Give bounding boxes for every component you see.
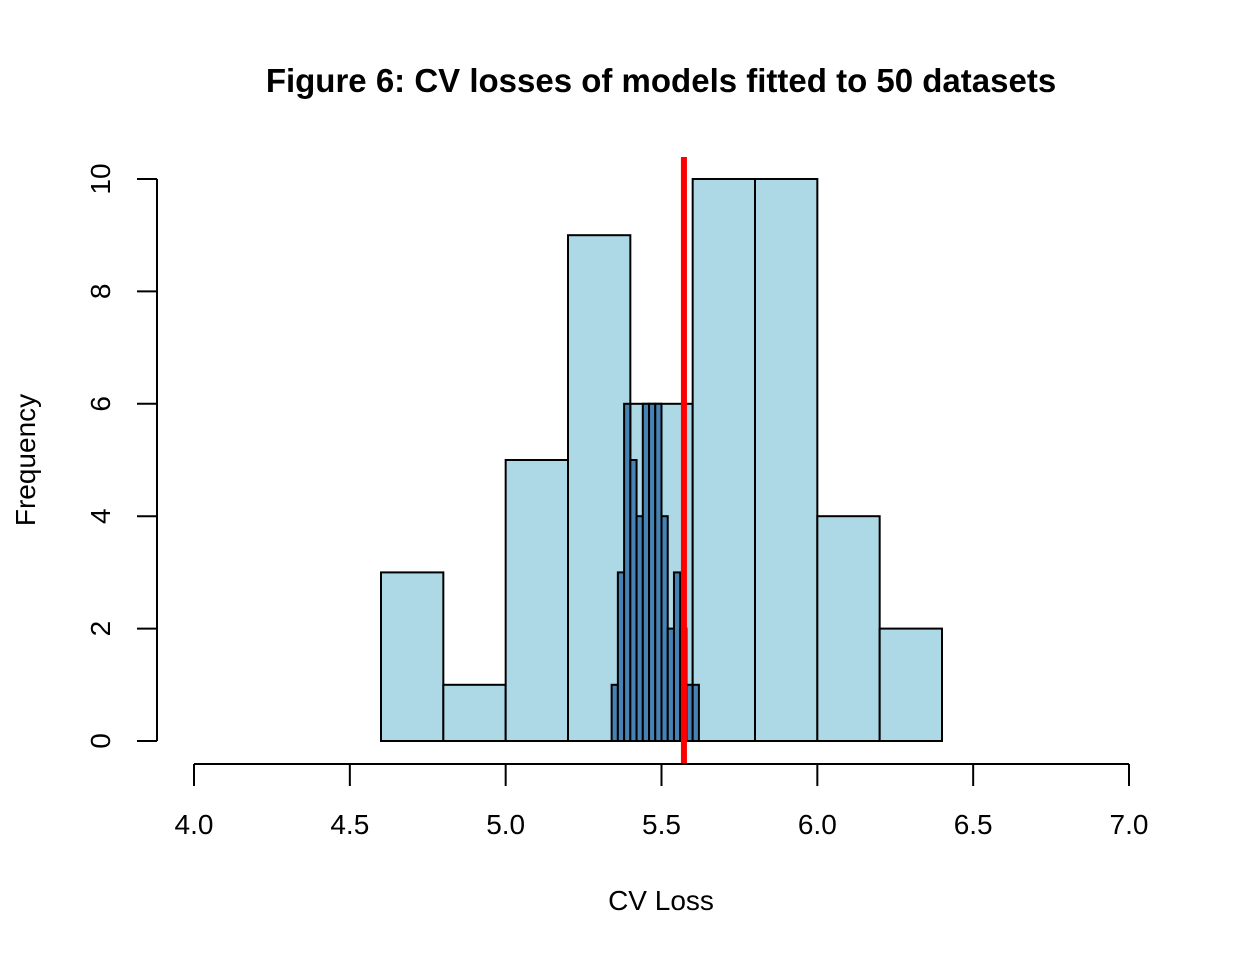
wide-bin-bar [380,571,445,743]
chart-title: Figure 6: CV losses of models fitted to … [266,62,1056,99]
x-tick-label: 6.5 [954,809,993,840]
y-tick-label: 8 [85,284,116,300]
y-tick-label: 4 [85,508,116,524]
narrow-bin-bar [691,683,700,742]
wide-bin-bar [754,178,819,742]
wide-bin-bar [816,515,881,743]
wide-bin-bar [691,178,757,742]
x-tick-label: 5.0 [486,809,525,840]
wide-bin-bar [442,683,507,742]
x-tick-label: 7.0 [1110,809,1149,840]
y-tick-label: 10 [85,163,116,194]
y-tick-label: 0 [85,733,116,749]
wide-bins-series [380,178,944,743]
x-axis: 4.0 4.5 5.0 5.5 6.0 6.5 7.0 [175,763,1149,840]
x-tick-label: 4.5 [330,809,369,840]
x-axis-label: CV Loss [608,885,714,916]
x-tick-label: 6.0 [798,809,837,840]
y-tick-label: 2 [85,621,116,637]
wide-bin-bar [878,627,944,742]
x-tick-label: 5.5 [642,809,681,840]
y-tick-label: 6 [85,396,116,412]
y-axis-label: Frequency [10,394,41,526]
wide-bin-bar [504,459,569,742]
y-axis: 0 2 4 6 8 10 [85,163,158,749]
x-tick-label: 4.0 [175,809,214,840]
